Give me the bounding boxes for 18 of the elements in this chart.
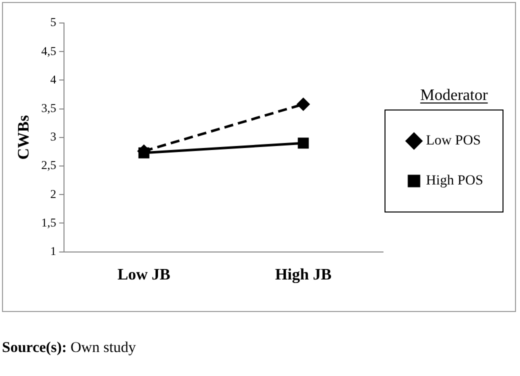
- y-tick-label: 1: [50, 244, 56, 258]
- x-tick-label: Low JB: [117, 266, 171, 284]
- y-tick-label: 2,5: [41, 158, 56, 172]
- y-tick-label: 2: [50, 186, 56, 201]
- legend-label: High POS: [426, 174, 512, 189]
- legend-label: Low POS: [426, 134, 509, 149]
- x-tick-label: High JB: [275, 266, 332, 284]
- y-tick-label: 4,5: [41, 44, 56, 58]
- y-tick-label: 4: [50, 72, 56, 86]
- y-axis-title: CWBs: [16, 115, 33, 160]
- source-note: Source(s): Own study: [2, 340, 136, 356]
- point: [298, 138, 309, 149]
- y-tick-label: 3,5: [41, 100, 56, 115]
- y-tick-label: 5: [50, 15, 56, 30]
- y-tick-label: 1,5: [41, 215, 56, 230]
- point: [297, 98, 310, 110]
- legend-title: Moderator: [420, 87, 488, 104]
- y-tick-label: 3: [50, 130, 56, 144]
